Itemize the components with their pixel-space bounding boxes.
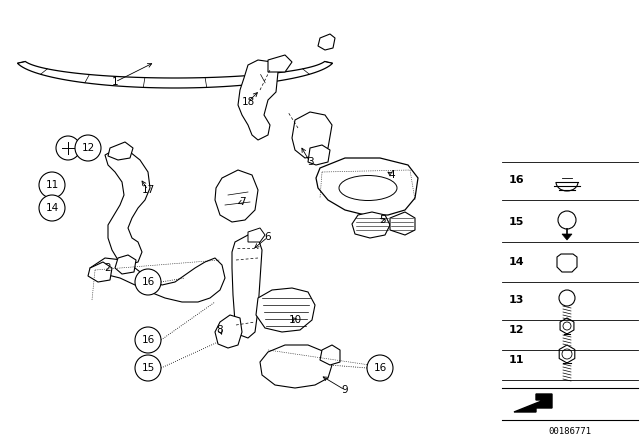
Circle shape — [135, 327, 161, 353]
Text: 2: 2 — [105, 263, 111, 273]
Text: 4: 4 — [388, 170, 396, 180]
Polygon shape — [215, 315, 242, 348]
Circle shape — [42, 175, 62, 195]
Circle shape — [39, 172, 65, 198]
Text: 1: 1 — [112, 77, 118, 87]
Text: 12: 12 — [81, 143, 95, 153]
Text: 15: 15 — [508, 217, 524, 227]
Circle shape — [367, 355, 393, 381]
Polygon shape — [320, 345, 340, 365]
Polygon shape — [260, 345, 332, 388]
Polygon shape — [238, 60, 278, 140]
Text: 16: 16 — [141, 277, 155, 287]
Polygon shape — [17, 61, 333, 88]
Polygon shape — [562, 234, 572, 240]
Polygon shape — [105, 148, 150, 265]
Text: 11: 11 — [45, 180, 59, 190]
Text: 5: 5 — [379, 215, 385, 225]
Polygon shape — [316, 158, 418, 215]
Text: 3: 3 — [307, 157, 314, 167]
Polygon shape — [268, 55, 292, 72]
Polygon shape — [318, 34, 335, 50]
Text: 6: 6 — [265, 232, 271, 242]
Text: 16: 16 — [141, 335, 155, 345]
Text: 13: 13 — [508, 295, 524, 305]
Circle shape — [559, 290, 575, 306]
Polygon shape — [559, 345, 575, 363]
Text: 16: 16 — [373, 363, 387, 373]
Circle shape — [56, 136, 80, 160]
Text: 8: 8 — [217, 325, 223, 335]
Polygon shape — [352, 212, 390, 238]
Text: 15: 15 — [141, 363, 155, 373]
Text: 7: 7 — [239, 197, 245, 207]
Polygon shape — [292, 112, 332, 158]
Text: 14: 14 — [508, 257, 524, 267]
Text: 9: 9 — [342, 385, 348, 395]
Polygon shape — [215, 170, 258, 222]
Text: 14: 14 — [45, 203, 59, 213]
Text: 10: 10 — [289, 315, 301, 325]
Polygon shape — [232, 235, 262, 338]
Circle shape — [135, 269, 161, 295]
Polygon shape — [108, 142, 133, 160]
Circle shape — [75, 135, 101, 161]
Polygon shape — [390, 212, 415, 235]
Text: 11: 11 — [508, 355, 524, 365]
Circle shape — [135, 355, 161, 381]
Text: 17: 17 — [141, 185, 155, 195]
Polygon shape — [115, 255, 136, 274]
Polygon shape — [248, 228, 265, 242]
Polygon shape — [90, 258, 225, 302]
Text: 16: 16 — [508, 175, 524, 185]
Text: 12: 12 — [508, 325, 524, 335]
Polygon shape — [40, 202, 64, 215]
Polygon shape — [308, 145, 330, 165]
Text: 00186771: 00186771 — [548, 427, 591, 436]
Text: 18: 18 — [241, 97, 255, 107]
Circle shape — [39, 195, 65, 221]
Polygon shape — [514, 394, 552, 412]
Circle shape — [558, 211, 576, 229]
Polygon shape — [256, 288, 315, 332]
Polygon shape — [557, 254, 577, 272]
Polygon shape — [88, 262, 112, 282]
